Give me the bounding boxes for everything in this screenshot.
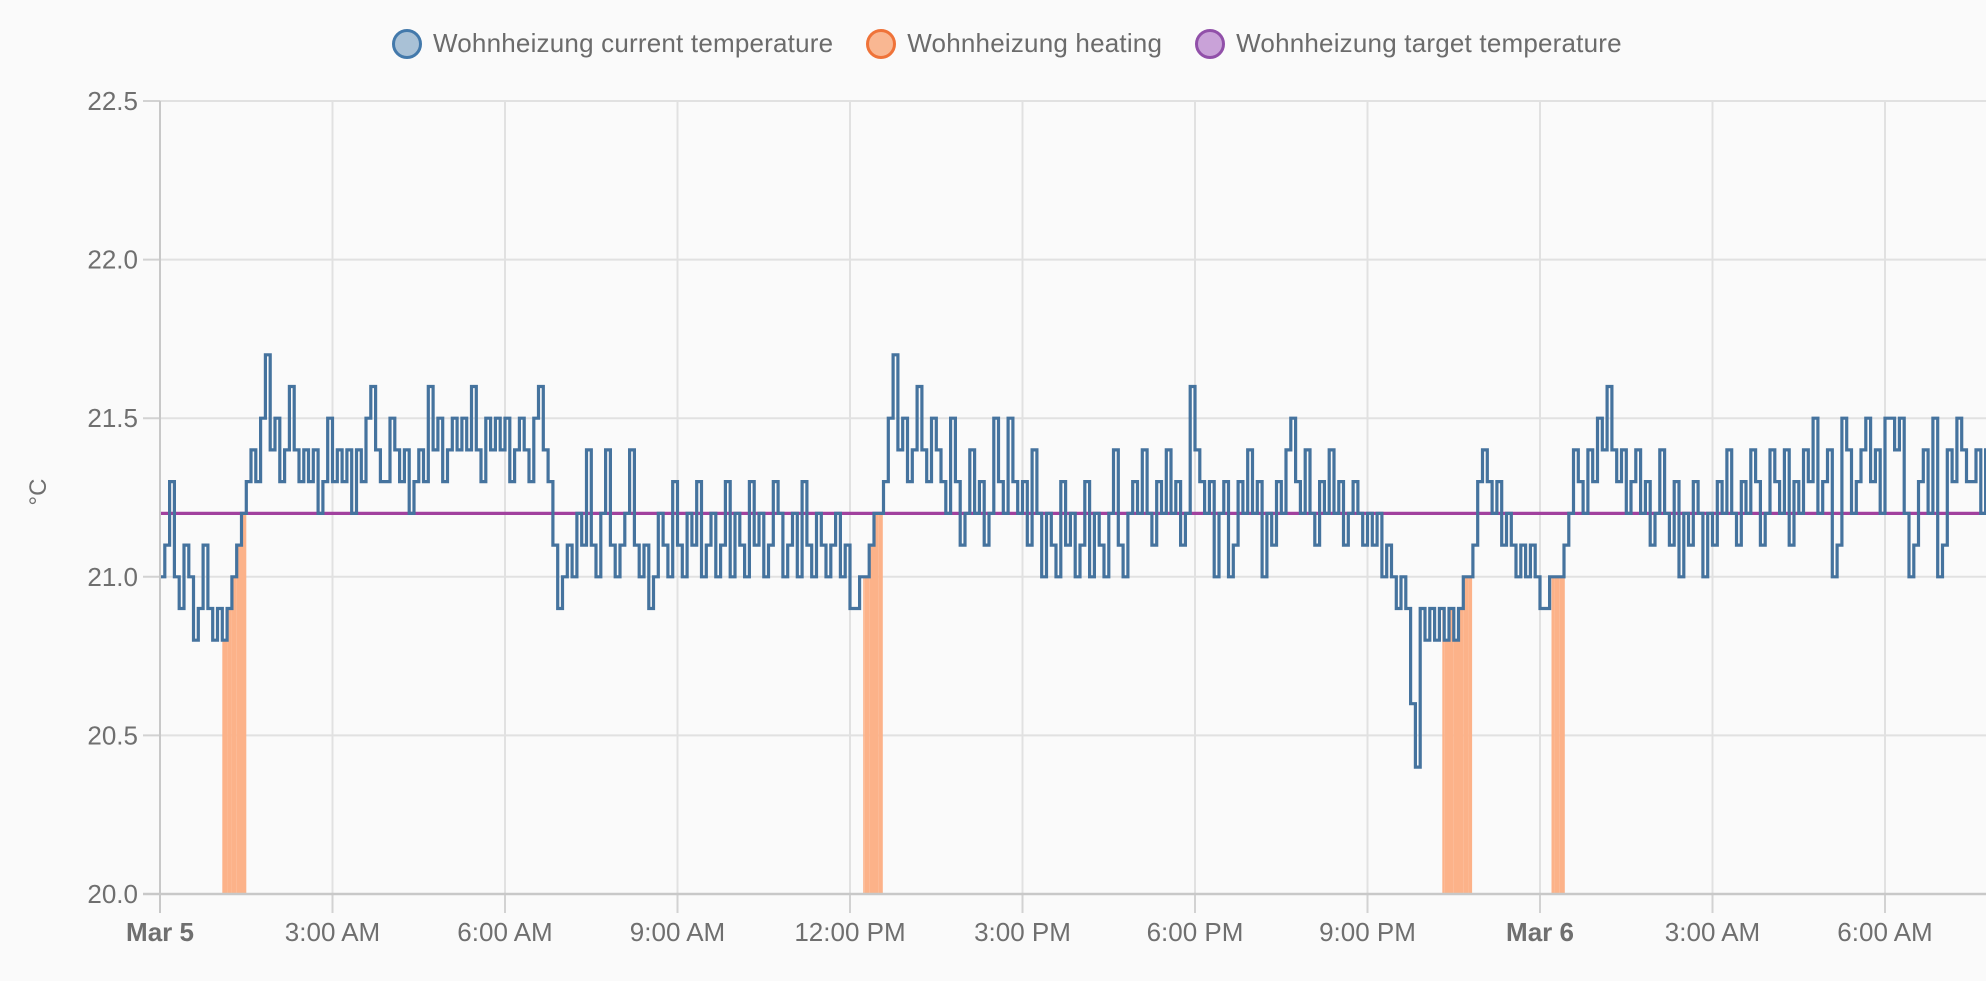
heating-on-bar bbox=[227, 608, 232, 894]
x-axis-tick-label: Mar 6 bbox=[1506, 917, 1574, 947]
heating-on-bar bbox=[1463, 576, 1469, 894]
y-axis-tick-label: 21.5 bbox=[87, 403, 138, 433]
grid-layer bbox=[159, 100, 1986, 895]
legend-marker-target-temperature-icon bbox=[1195, 28, 1226, 59]
y-axis-tick-label: 20.0 bbox=[87, 879, 138, 909]
legend-label-current-temperature: Wohnheizung current temperature bbox=[433, 28, 834, 58]
x-axis-tick-label: 6:00 PM bbox=[1147, 917, 1244, 947]
y-axis-tick-label: 22.5 bbox=[87, 86, 138, 116]
current-temperature-line bbox=[160, 353, 1986, 769]
heating-on-bar bbox=[1453, 640, 1459, 894]
heating-on-bar bbox=[231, 576, 237, 894]
heating-on-bar bbox=[864, 576, 870, 894]
x-axis-tick-label: 3:00 AM bbox=[285, 917, 380, 947]
heating-on-bar bbox=[1468, 576, 1473, 894]
legend-label-heating: Wohnheizung heating bbox=[907, 28, 1163, 58]
heating-on-bar bbox=[1444, 640, 1449, 894]
heating-series bbox=[222, 513, 1565, 894]
heating-on-bar bbox=[1564, 545, 1565, 894]
x-axis-tick-label: 6:00 AM bbox=[1837, 917, 1932, 947]
x-axis-tick-label: 3:00 AM bbox=[1665, 917, 1760, 947]
y-axis-tick-label: 21.0 bbox=[87, 562, 138, 592]
heating-on-bar bbox=[1559, 576, 1564, 894]
heating-on-bar bbox=[1449, 608, 1454, 894]
legend-marker-current-temperature-icon bbox=[392, 28, 422, 59]
y-axis-tick-label: 20.5 bbox=[87, 720, 138, 750]
axes-layer bbox=[143, 100, 1986, 913]
heating-on-bar bbox=[222, 640, 228, 894]
y-axis-title: °C bbox=[25, 479, 52, 506]
heating-on-bar bbox=[241, 513, 247, 894]
axis-labels-layer: 22.5 22.0 21.5 21.0 20.5 20.0 Mar 5 3:00 AM 6:00… bbox=[25, 86, 1933, 947]
legend-label-target-temperature: Wohnheizung target temperature bbox=[1236, 28, 1622, 58]
heating-on-bar bbox=[863, 576, 865, 894]
legend-marker-heating-icon bbox=[866, 28, 897, 59]
x-axis-tick-label: 9:00 AM bbox=[630, 917, 725, 947]
current-temperature-series bbox=[160, 353, 1986, 769]
heating-on-bar bbox=[1442, 608, 1445, 894]
x-axis-tick-label: 12:00 PM bbox=[794, 917, 905, 947]
legend-item-current-temperature[interactable]: Wohnheizung current temperature bbox=[392, 28, 833, 59]
legend-item-heating[interactable]: Wohnheizung heating bbox=[866, 28, 1162, 59]
x-axis-tick-label: 9:00 PM bbox=[1319, 917, 1416, 947]
heating-on-bar bbox=[1458, 608, 1464, 894]
legend-item-target-temperature[interactable]: Wohnheizung target temperature bbox=[1195, 28, 1622, 59]
heating-on-bar bbox=[236, 545, 242, 894]
y-axis-tick-label: 22.0 bbox=[87, 245, 138, 275]
heating-on-bar bbox=[1554, 576, 1560, 894]
heating-on-bar bbox=[878, 513, 883, 894]
x-axis-tick-label: 3:00 PM bbox=[974, 917, 1071, 947]
heating-on-bar bbox=[869, 545, 874, 894]
heating-on-bar bbox=[1551, 576, 1555, 894]
chart-legend: Wohnheizung current temperature Wohnheiz… bbox=[392, 28, 1655, 59]
x-axis-tick-label: Mar 5 bbox=[126, 917, 194, 947]
x-axis-tick-label: 6:00 AM bbox=[457, 917, 552, 947]
heating-on-bar bbox=[874, 513, 879, 894]
